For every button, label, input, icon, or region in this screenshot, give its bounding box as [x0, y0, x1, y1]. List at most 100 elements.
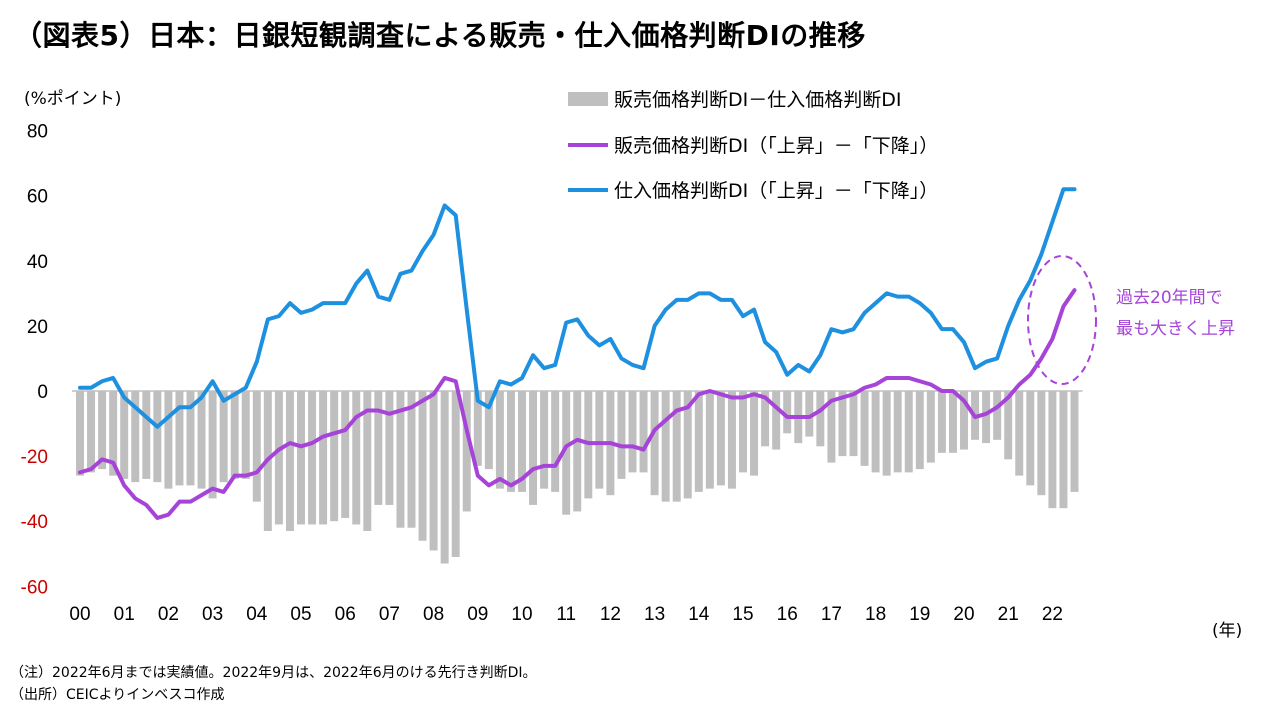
diff-bar: [451, 391, 460, 557]
diff-bar: [230, 391, 239, 479]
diff-bar: [540, 391, 549, 489]
diff-bar: [1015, 391, 1024, 476]
diff-bar: [518, 391, 526, 492]
diff-bar: [650, 391, 659, 496]
diff-bar: [827, 391, 836, 463]
diff-bar: [385, 391, 394, 505]
diff-bar: [1048, 391, 1057, 509]
page-title: （図表5）日本：日銀短観調査による販売・仕入価格判断DIの推移: [14, 19, 866, 52]
x-tick-label: 13: [644, 604, 665, 625]
legend-label-diff: 販売価格判断DI－仕入価格判断DI: [614, 89, 901, 111]
diff-bar: [418, 391, 427, 541]
legend-swatch-diff: [568, 92, 608, 106]
diff-bar: [705, 391, 714, 489]
series-lines: [78, 187, 1077, 520]
diff-bar: [285, 391, 294, 531]
diff-bar: [628, 391, 637, 473]
diff-bar: [739, 391, 747, 473]
diff-bar: [904, 391, 913, 473]
diff-bar: [1026, 391, 1035, 486]
diff-bar: [617, 391, 626, 479]
diff-bar: [142, 391, 151, 479]
legend-label-input: 仕入価格判断DI（「上昇」－「下降」）: [614, 180, 938, 202]
x-tick-label: 07: [379, 604, 400, 625]
x-tick-label: 06: [335, 604, 356, 625]
diff-bar: [915, 391, 924, 470]
diff-bar: [87, 391, 96, 473]
diff-bar: [871, 391, 880, 473]
diff-bar: [993, 391, 1002, 440]
y-axis-label: (%ポイント): [24, 89, 121, 109]
y-tick-label: 20: [27, 317, 48, 338]
diff-bars: [76, 391, 1079, 564]
diff-bar: [208, 391, 217, 499]
diff-bar: [197, 391, 206, 489]
diff-bar: [440, 391, 449, 564]
diff-bar: [1004, 391, 1013, 460]
y-tick-label: -40: [21, 512, 48, 533]
diff-bar: [960, 391, 968, 450]
x-tick-label: 14: [688, 604, 710, 625]
diff-bar: [893, 391, 902, 473]
diff-bar: [816, 391, 825, 447]
x-tick-label: 21: [998, 604, 1019, 625]
diff-bar: [153, 391, 162, 483]
diff-bar: [573, 391, 582, 512]
x-axis-label: (年): [1212, 621, 1242, 641]
diff-bar: [407, 391, 416, 528]
diff-bar: [750, 391, 759, 476]
diff-bar: [1037, 391, 1046, 496]
diff-bar: [562, 391, 571, 515]
diff-bar: [131, 391, 140, 483]
y-tick-label: 0: [37, 382, 48, 403]
diff-bar: [319, 391, 328, 525]
x-tick-label: 08: [423, 604, 444, 625]
diff-bar: [860, 391, 869, 466]
x-tick-label: 03: [202, 604, 223, 625]
annotation-line-1: 過去20年間で: [1116, 288, 1223, 308]
footnote: （注）2022年6月までは実績値。2022年9月は、2022年6月のける先行き判…: [10, 665, 537, 681]
y-tick-label: 80: [27, 122, 48, 143]
diff-bar: [429, 391, 438, 551]
x-tick-label: 12: [600, 604, 621, 625]
diff-bar: [341, 391, 350, 518]
diff-bar: [330, 391, 339, 522]
diff-bar: [982, 391, 991, 444]
diff-bar: [727, 391, 736, 489]
diff-bar: [761, 391, 770, 447]
diff-bar: [772, 391, 781, 450]
diff-bar: [252, 391, 261, 502]
sales-price-line: [78, 288, 1077, 520]
diff-bar: [937, 391, 946, 453]
diff-bar: [783, 391, 792, 434]
diff-bar: [926, 391, 935, 463]
diff-bar: [948, 391, 957, 453]
legend-label-sales: 販売価格判断DI（「上昇」－「下降」）: [614, 135, 938, 157]
diff-bar: [661, 391, 670, 502]
diff-bar: [882, 391, 891, 476]
diff-bar: [274, 391, 283, 525]
y-tick-label: -60: [21, 577, 48, 598]
diff-bar: [639, 391, 648, 473]
diff-bar: [484, 391, 493, 470]
diff-bar: [595, 391, 604, 489]
diff-bar: [109, 391, 118, 476]
diff-bar: [506, 391, 515, 492]
diff-bar: [186, 391, 195, 486]
diff-bar: [308, 391, 317, 525]
x-tick-label: 16: [777, 604, 798, 625]
x-axis-ticks: 00 01 02 03 04 05 06 07 08 09 10 11 12 13 14 15 16 17 18 19…: [69, 604, 1063, 625]
diff-bar: [175, 391, 184, 486]
x-tick-label: 15: [732, 604, 753, 625]
legend: 販売価格判断DI－仕入価格判断DI 販売価格判断DI（「上昇」－「下降」） 仕入…: [568, 89, 938, 202]
x-tick-label: 00: [69, 604, 90, 625]
diff-bar: [849, 391, 858, 457]
annotation-ellipse: [1027, 255, 1097, 385]
x-tick-label: 09: [467, 604, 488, 625]
x-tick-label: 22: [1042, 604, 1063, 625]
x-tick-label: 04: [246, 604, 268, 625]
y-tick-label: -20: [21, 447, 48, 468]
diff-bar: [241, 391, 250, 479]
source-note: （出所）CEICよりインベスコ作成: [10, 687, 225, 703]
